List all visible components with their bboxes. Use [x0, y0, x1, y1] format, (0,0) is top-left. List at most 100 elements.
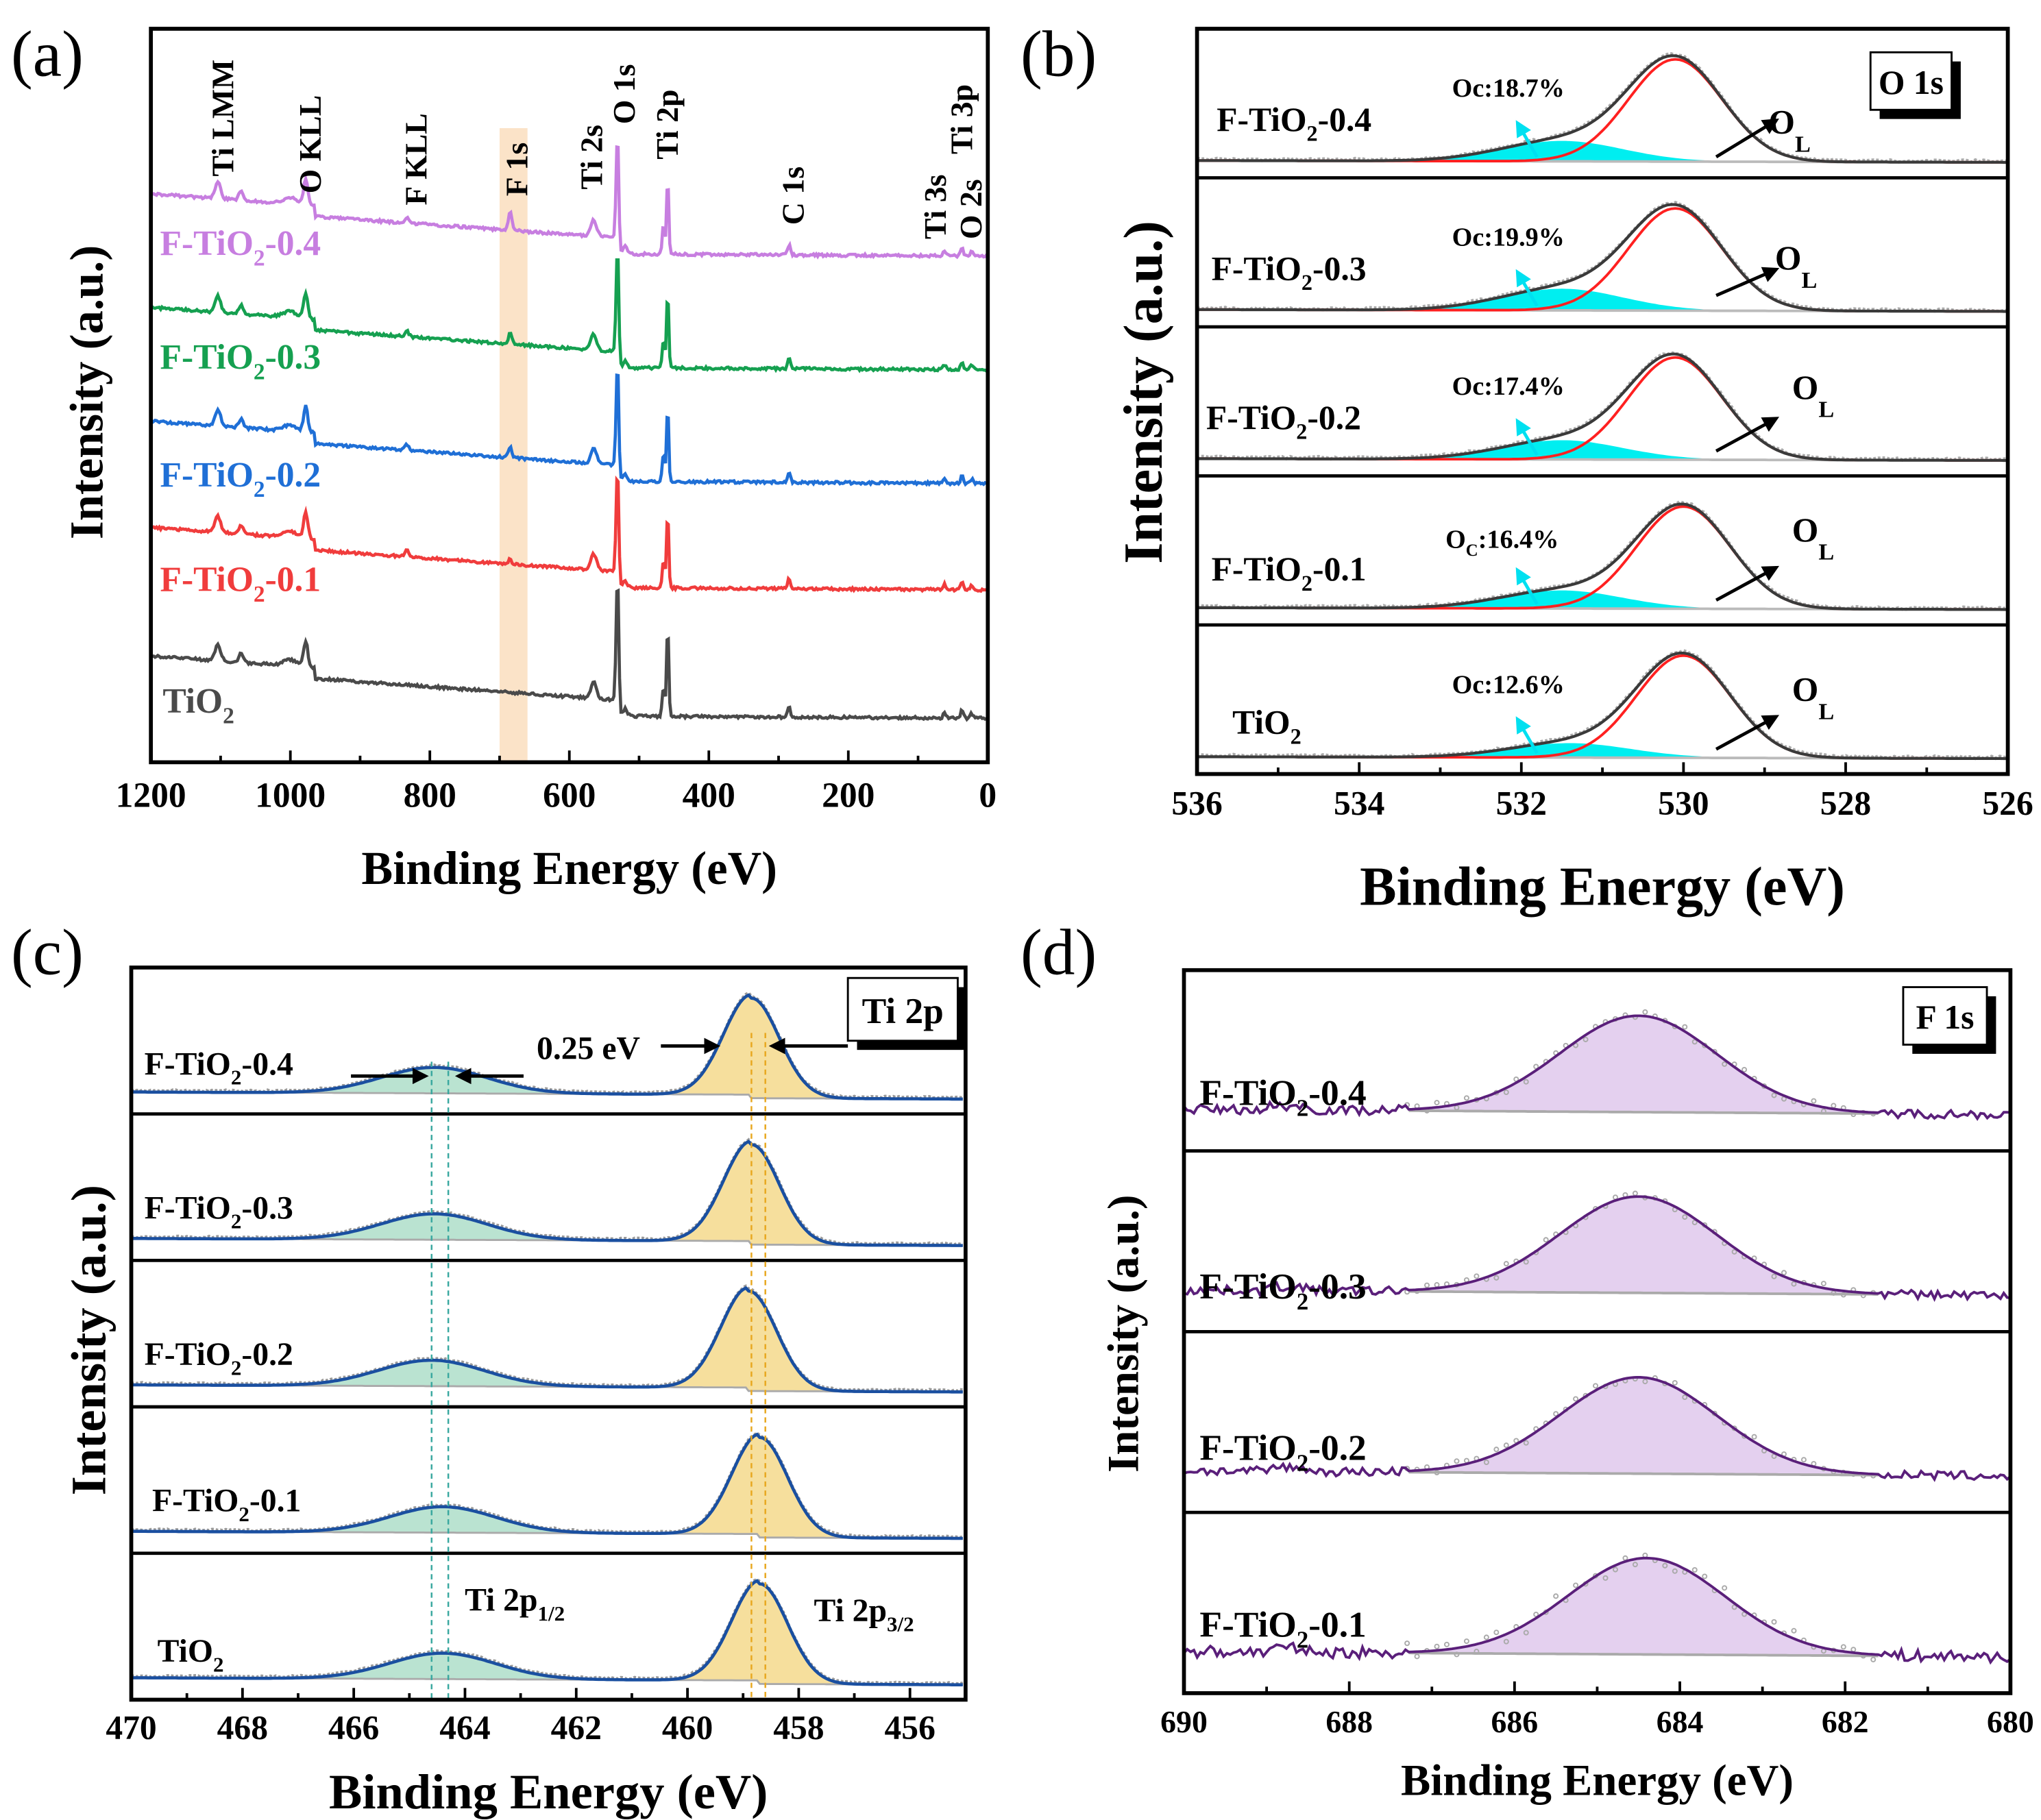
raw-data-point	[1811, 1098, 1817, 1104]
x-axis-title: Binding Energy (eV)	[329, 1764, 768, 1819]
survey-spectrum-line	[150, 145, 990, 260]
raw-data-point	[1414, 1653, 1420, 1660]
raw-data-point	[1493, 1447, 1500, 1453]
panel-box-label: Ti 2p	[862, 990, 944, 1031]
oc-component-fill	[1197, 743, 2008, 759]
raw-data-point	[1751, 1434, 1757, 1440]
ti2p32-component-fill	[131, 1141, 963, 1246]
fit-line	[1184, 1195, 2011, 1303]
label-subscript: 1/2	[538, 1601, 565, 1625]
panel-box-label: F 1s	[1916, 998, 1975, 1036]
series-label: F-TiO2-0.2	[1206, 399, 1361, 444]
raw-data-point	[1443, 1641, 1450, 1647]
raw-data-point	[1691, 1039, 1698, 1045]
envelope-fit-line	[131, 1286, 963, 1394]
raw-data-point	[1602, 1575, 1609, 1581]
label-text: Oc	[1452, 670, 1484, 699]
peak-label: Ti 2s	[574, 125, 609, 190]
raw-data-point	[1642, 1009, 1648, 1015]
label-subscript: 2	[1297, 1288, 1308, 1315]
plot-frame-a	[149, 27, 990, 765]
x-axis-title: Binding Energy (eV)	[1401, 1756, 1794, 1806]
x-tick-label: 688	[1325, 1704, 1373, 1739]
raw-data-point	[1662, 1562, 1668, 1569]
oc-percentage-label: Oc:17.4%	[1452, 372, 1565, 401]
raw-data-point	[1622, 1555, 1628, 1561]
raw-data-points	[131, 1284, 964, 1392]
raw-data-point	[1573, 1396, 1579, 1402]
raw-data-point	[1553, 1411, 1559, 1417]
raw-data-point	[1731, 1249, 1737, 1255]
raw-data-point	[1741, 1067, 1748, 1073]
label-text: F-TiO	[145, 1190, 231, 1226]
x-tick-label: 530	[1658, 785, 1709, 822]
x-tick-label: 600	[543, 776, 596, 815]
survey-spectrum-line	[150, 258, 989, 373]
x-tick-label: 686	[1491, 1704, 1539, 1739]
x-tick-label: 462	[551, 1709, 602, 1747]
raw-data-point	[1722, 1585, 1728, 1591]
raw-data-point	[1503, 1261, 1509, 1267]
raw-data-point	[1503, 1638, 1509, 1645]
series-label: F-TiO2-0.3	[145, 1190, 293, 1233]
series-label: F-TiO2-0.1	[1212, 550, 1367, 595]
label-text: TiO	[162, 682, 223, 721]
envelope-fit-line	[1197, 502, 2008, 611]
raw-data-point	[1781, 1270, 1787, 1276]
raw-data-point	[1474, 1649, 1480, 1655]
label-text: F-TiO	[160, 338, 254, 377]
oc-percentage-label: Oc:12.6%	[1452, 670, 1565, 699]
label-suffix: :17.4%	[1484, 372, 1565, 401]
x-tick-label: 400	[683, 776, 735, 815]
y-axis-title: Intensity (a.u.)	[60, 1185, 116, 1495]
ol-label: OL	[1792, 511, 1834, 565]
raw-data-point	[1800, 1457, 1807, 1463]
ti2p32-label: Ti 2p3/2	[814, 1592, 914, 1636]
ol-label: OL	[1768, 103, 1810, 158]
envelope-fit-line	[1197, 54, 2008, 164]
raw-data-point	[1523, 1440, 1529, 1446]
label-suffix: -0.2	[241, 1336, 293, 1373]
oc-percentage-label: Oc:18.7%	[1452, 74, 1565, 103]
ol-text: O	[1792, 671, 1819, 709]
oc-arrow	[1515, 269, 1539, 307]
label-text: Ti 2p	[465, 1582, 537, 1619]
series-label: F-TiO2-0.4	[160, 224, 321, 271]
raw-data-point	[1771, 1273, 1777, 1279]
raw-data-point	[1434, 1643, 1440, 1649]
label-suffix: -0.3	[241, 1190, 293, 1226]
label-suffix: :12.6%	[1484, 670, 1565, 699]
raw-data-point	[1820, 1281, 1826, 1287]
raw-data-point	[1483, 1459, 1489, 1466]
x-tick-label: 458	[773, 1709, 824, 1747]
series-label: F-TiO2-0.2	[145, 1336, 293, 1379]
ti2p32-component-fill	[131, 1288, 963, 1392]
ol-arrow	[1715, 565, 1780, 602]
x-tick-label: 534	[1334, 785, 1384, 822]
oc-percentage-label: OC:16.4%	[1445, 525, 1559, 559]
raw-data-point	[1553, 1593, 1559, 1599]
x-tick-label: 470	[106, 1709, 156, 1747]
ol-label: OL	[1775, 239, 1817, 293]
x-tick-label: 456	[885, 1709, 936, 1747]
series-label: F-TiO2-0.3	[1199, 1266, 1366, 1315]
label-suffix: :16.4%	[1478, 525, 1559, 554]
raw-data-point	[1543, 1237, 1549, 1243]
x-tick-label: 1200	[116, 776, 186, 815]
fit-line	[1183, 1556, 2012, 1665]
raw-data-point	[1434, 1469, 1440, 1476]
survey-spectrum-line	[150, 475, 988, 593]
ol-text: O	[1792, 369, 1819, 406]
label-suffix: -0.4	[1308, 1072, 1367, 1113]
raw-data-point	[1503, 1090, 1509, 1096]
oc-component-fill	[1197, 288, 2008, 312]
label-suffix: -0.1	[1308, 1603, 1367, 1645]
label-text: F-TiO	[1199, 1266, 1296, 1307]
ol-subscript: L	[1802, 267, 1818, 293]
raw-data-point	[1434, 1100, 1440, 1106]
raw-data-point	[1702, 1573, 1708, 1579]
label-text: F-TiO	[160, 560, 254, 599]
label-text: Oc	[1452, 223, 1484, 252]
peak-label: Ti 3p	[944, 84, 979, 154]
label-text: Oc	[1452, 372, 1484, 401]
